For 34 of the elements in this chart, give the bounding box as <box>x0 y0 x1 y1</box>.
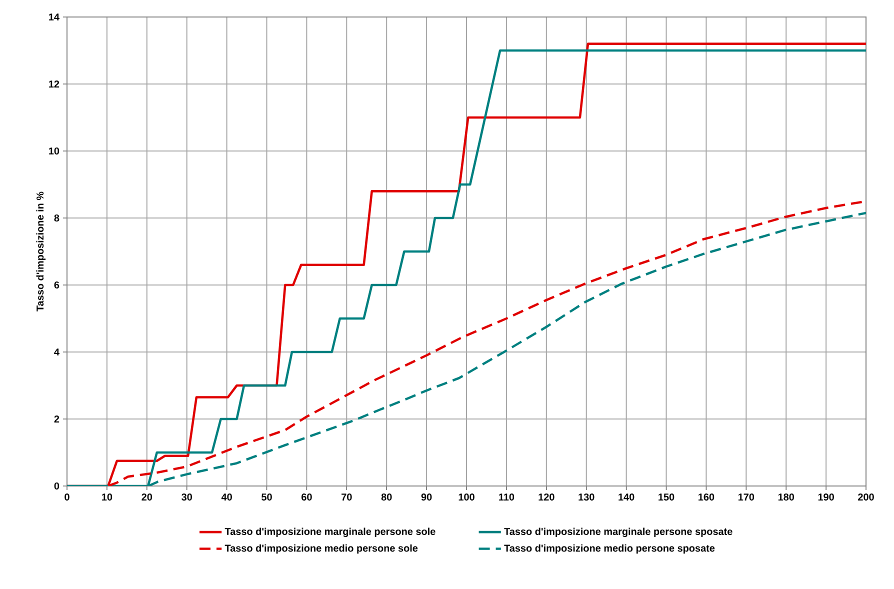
x-tick-label: 90 <box>421 494 432 501</box>
x-tick-label: 70 <box>342 494 352 501</box>
y-tick-label: 6 <box>54 281 60 289</box>
x-tick-label: 130 <box>578 494 594 501</box>
y-tick-label: 10 <box>49 147 60 155</box>
x-tick-label: 190 <box>818 494 834 501</box>
x-tick-label: 10 <box>102 494 112 501</box>
x-tick-label: 150 <box>658 494 674 501</box>
y-tick-label: 4 <box>54 348 60 356</box>
x-tick-label: 180 <box>778 494 794 501</box>
x-tick-label: 80 <box>381 494 392 501</box>
legend-label: Tasso d'imposizione marginale persone sposate <box>504 528 732 538</box>
x-tick-label: 170 <box>738 494 754 501</box>
x-tick-label: 100 <box>458 494 474 501</box>
x-tick-label: 50 <box>262 494 272 501</box>
y-tick-label: 14 <box>49 14 60 20</box>
x-tick-label: 110 <box>499 494 514 501</box>
x-tick-label: 160 <box>698 494 714 501</box>
x-tick-label: 20 <box>142 494 152 501</box>
y-tick-label: 0 <box>54 482 60 490</box>
x-tick-label: 200 <box>858 494 874 501</box>
x-tick-label: 120 <box>538 494 554 501</box>
x-tick-label: 140 <box>618 494 634 501</box>
x-tick-label: 40 <box>221 494 232 501</box>
legend-label: Tasso d'imposizione medio persone sposate <box>504 544 715 554</box>
x-tick-label: 0 <box>64 494 70 501</box>
y-tick-label: 2 <box>54 416 60 422</box>
x-tick-label: 60 <box>302 494 312 501</box>
y-tick-label: 12 <box>49 80 60 88</box>
legend-label: Tasso d'imposizione marginale persone sole <box>224 528 436 538</box>
y-tick-label: 8 <box>54 214 60 222</box>
legend-label: Tasso d'imposizione medio persone sole <box>224 544 418 554</box>
y-axis-title: Tasso d'imposizione in % <box>36 192 46 312</box>
x-tick-label: 30 <box>182 494 192 501</box>
